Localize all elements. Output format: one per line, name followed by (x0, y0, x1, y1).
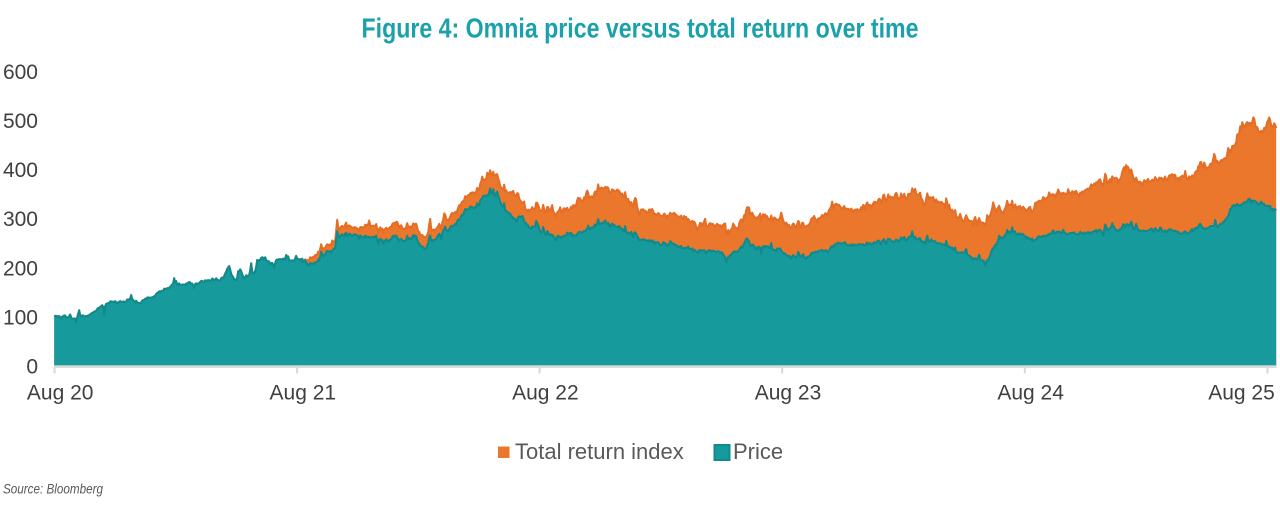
svg-text:400: 400 (3, 159, 38, 182)
svg-text:Aug 24: Aug 24 (997, 381, 1064, 404)
svg-text:300: 300 (3, 208, 38, 231)
svg-text:Price: Price (733, 439, 783, 464)
svg-text:Source: Bloomberg: Source: Bloomberg (3, 481, 103, 497)
svg-text:Total return index: Total return index (515, 439, 684, 464)
svg-text:100: 100 (3, 306, 38, 329)
svg-text:Aug 23: Aug 23 (755, 381, 822, 404)
svg-text:Aug 22: Aug 22 (512, 381, 579, 404)
svg-text:600: 600 (3, 61, 38, 84)
svg-text:200: 200 (3, 257, 38, 280)
svg-text:500: 500 (3, 110, 38, 133)
svg-text:Aug 25: Aug 25 (1208, 381, 1275, 404)
svg-text:Aug 20: Aug 20 (27, 381, 94, 404)
svg-text:0: 0 (26, 356, 38, 379)
svg-text:Aug 21: Aug 21 (270, 381, 337, 404)
svg-text:Figure 4: Omnia price versus t: Figure 4: Omnia price versus total retur… (362, 13, 919, 44)
